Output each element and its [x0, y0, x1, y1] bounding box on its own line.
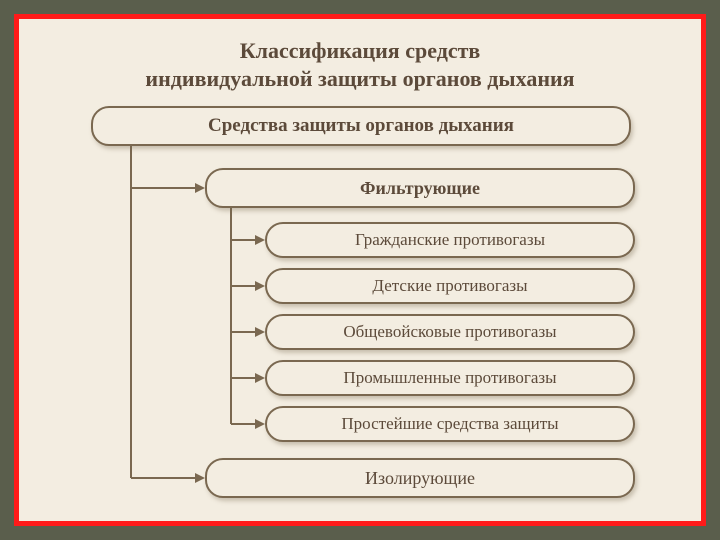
node-c1: Гражданские противогазы [265, 222, 635, 258]
node-root: Средства защиты органов дыхания [91, 106, 631, 146]
node-filter: Фильтрующие [205, 168, 635, 208]
diagram-title: Классификация средств индивидуальной защ… [45, 37, 675, 92]
node-c5: Простейшие средства защиты [265, 406, 635, 442]
node-c2: Детские противогазы [265, 268, 635, 304]
node-c3: Общевойсковые противогазы [265, 314, 635, 350]
classification-diagram: Средства защиты органов дыхания Фильтрующ… [45, 106, 675, 516]
outer-frame: Классификация средств индивидуальной защ… [14, 14, 706, 526]
title-line-1: Классификация средств [240, 38, 481, 63]
node-iso: Изолирующие [205, 458, 635, 498]
title-line-2: индивидуальной защиты органов дыхания [145, 66, 574, 91]
node-c4: Промышленные противогазы [265, 360, 635, 396]
